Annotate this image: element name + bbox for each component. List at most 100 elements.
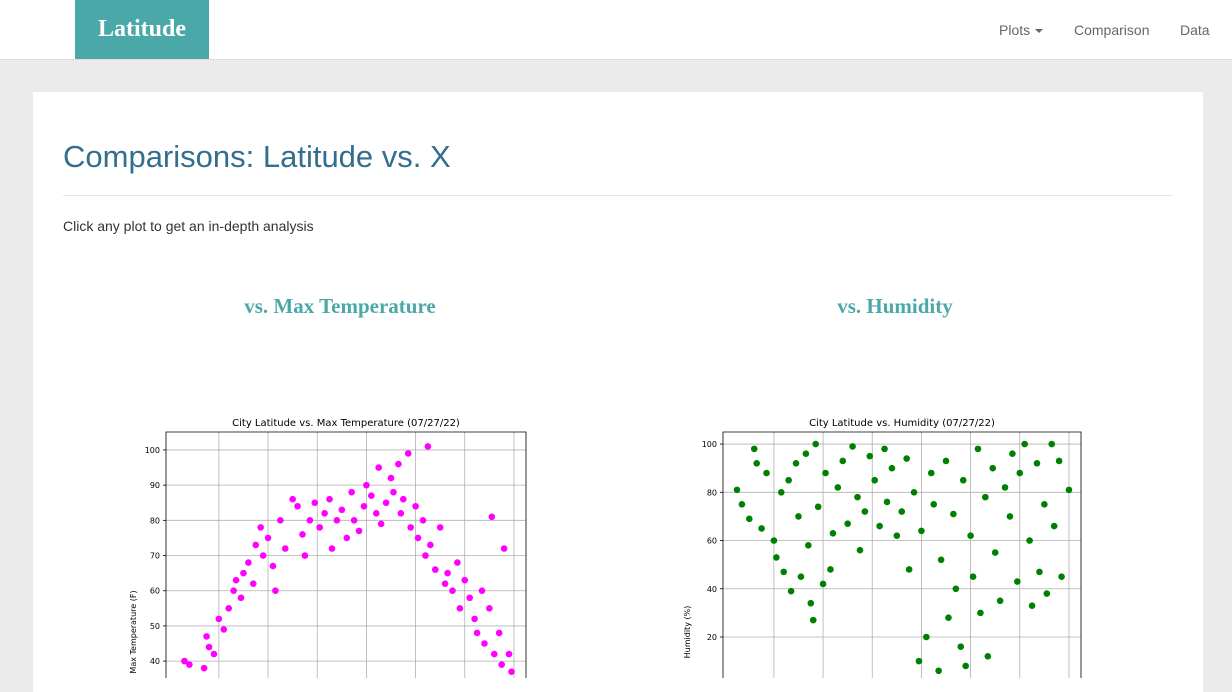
scatter-point [397,509,405,517]
y-tick-label: 90 [150,481,160,490]
scatter-point [407,524,414,531]
scatter-point [814,503,822,511]
points [733,440,1073,675]
scatter-point [210,650,218,658]
scatter-point [797,573,805,581]
plot-title: City Latitude vs. Humidity (07/27/22) [809,418,995,429]
scatter-point [957,643,965,650]
scatter-point [299,531,306,538]
scatter-point [186,661,193,668]
scatter-point [277,517,284,524]
scatter-point [927,469,935,477]
scatter-point [424,443,432,450]
scatter-point [881,445,888,453]
scatter-point [1028,602,1036,609]
scatter-point [395,460,402,468]
scatter-point [967,532,974,540]
scatter-point [390,488,397,496]
caret [1035,29,1044,34]
scatter-point [849,443,856,450]
scatter-point [812,440,819,448]
scatter-point [294,502,301,510]
scatter-point [903,455,910,462]
scatter-point [856,546,864,554]
scatter-point [441,580,449,587]
scatter-point [977,609,984,617]
scatter-point [427,541,434,549]
plot[interactable]: City Latitude vs. Humidity (07/27/22) Hum… [683,418,1082,678]
scatter-point [387,474,395,482]
scatter-point [431,566,439,573]
scatter-point [861,508,869,515]
scatter-point [203,633,210,640]
y-tick-label: 40 [150,657,160,666]
scatter-point [746,515,753,523]
scatter-point [404,450,412,457]
scatter-point [382,499,390,507]
y-tick-label: 60 [707,537,717,546]
plot[interactable]: City Latitude vs. Max Temperature (07/27… [129,418,527,678]
nav-comparison[interactable]: Comparison [1074,22,1150,38]
scatter-point [486,605,493,612]
scatter-point [905,566,913,573]
intro-text: Click any plot to get an in-depth analys… [63,218,314,234]
scatter-point [245,559,252,566]
scatter-point [1009,450,1016,458]
scatter-point [316,524,323,531]
scatter-point [1043,590,1051,597]
y-tick-label: 60 [150,587,160,596]
scatter-point [249,580,257,587]
scatter-point [321,509,328,517]
scatter-point [399,495,407,503]
charts: City Latitude vs. Max Temperature (07/27… [129,418,1082,678]
scatter-point [982,493,989,501]
scatter-point [473,629,481,637]
scatter-point [937,556,945,564]
scatter-point [368,492,375,499]
scatter-point [230,587,237,595]
scatter-point [326,495,333,503]
scatter-point [758,525,765,532]
scatter-point [328,545,336,552]
scatter-point [1033,460,1041,467]
axes-frame [722,431,1082,678]
scatter-point [338,506,346,514]
scatter-point [738,501,746,508]
scatter-point [1014,578,1021,585]
scatter-point [1006,513,1014,520]
navbar: Latitude Plots Comparison Data [0,0,1232,60]
scatter-point [1048,440,1056,448]
scatter-point [819,580,827,588]
scatter-point [770,537,778,544]
scatter-point [1016,469,1024,477]
scatter-point [866,452,874,460]
points [181,443,515,675]
scatter-point [225,605,233,612]
nav-plots[interactable]: Plots [999,0,1044,60]
scatter-point [952,585,960,593]
nav-data[interactable]: Data [1180,22,1210,38]
scatter-point [449,587,456,595]
scatter-point [205,643,213,651]
scatter-point [733,486,741,494]
brand[interactable]: Latitude [75,0,209,59]
scatter-point [471,615,478,623]
scatter-point [377,520,385,528]
y-tick-label: 80 [707,488,717,497]
scatter-point [915,657,923,665]
scatter-point [950,510,957,518]
y-tick-label: 80 [150,516,160,525]
nav-link-text: Plots [999,22,1031,38]
scatter-point [269,562,277,570]
scatter-point [773,554,780,561]
scatter-point [311,499,319,507]
scatter-point [372,509,380,517]
scatter-point [375,464,383,471]
scatter-point [844,520,851,527]
scatter-point [984,652,992,660]
scatter-point [461,576,469,584]
scatter-point [363,481,370,489]
scatter-point [969,573,977,581]
scatter-point [883,498,891,506]
